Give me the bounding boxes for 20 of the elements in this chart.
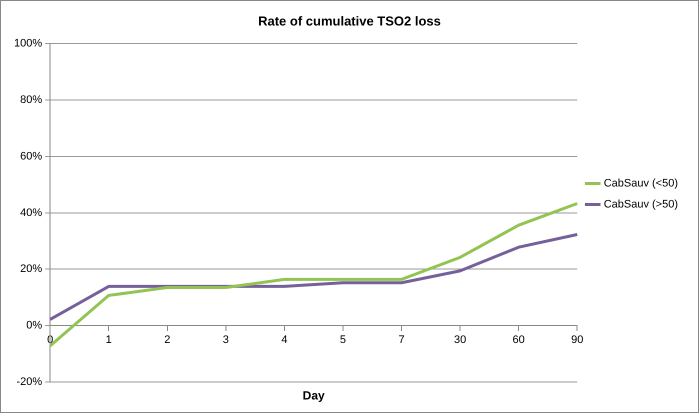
chart-title: Rate of cumulative TSO2 loss — [258, 13, 441, 28]
legend-label: CabSauv (>50) — [604, 198, 678, 211]
legend-label: CabSauv (<50) — [604, 178, 678, 190]
x-tick-label: 3 — [222, 334, 229, 346]
y-tick-label: 0% — [26, 320, 42, 332]
x-tick-label: 1 — [106, 334, 112, 346]
x-tick-label: 2 — [164, 334, 170, 346]
x-tick-label: 90 — [571, 334, 584, 346]
x-tick-label: 30 — [454, 334, 466, 346]
y-tick-label: 100% — [14, 38, 42, 50]
x-tick-label: 4 — [281, 334, 288, 346]
x-tick-label: 60 — [512, 334, 525, 346]
x-axis-title: Day — [302, 388, 325, 402]
y-tick-label: -20% — [16, 376, 42, 388]
y-tick-label: 60% — [20, 150, 42, 162]
y-tick-label: 20% — [20, 263, 42, 276]
x-tick-label: 7 — [398, 334, 405, 346]
y-tick-label: 40% — [20, 206, 42, 219]
y-tick-label: 80% — [20, 94, 42, 106]
x-tick-label: 5 — [340, 334, 346, 346]
